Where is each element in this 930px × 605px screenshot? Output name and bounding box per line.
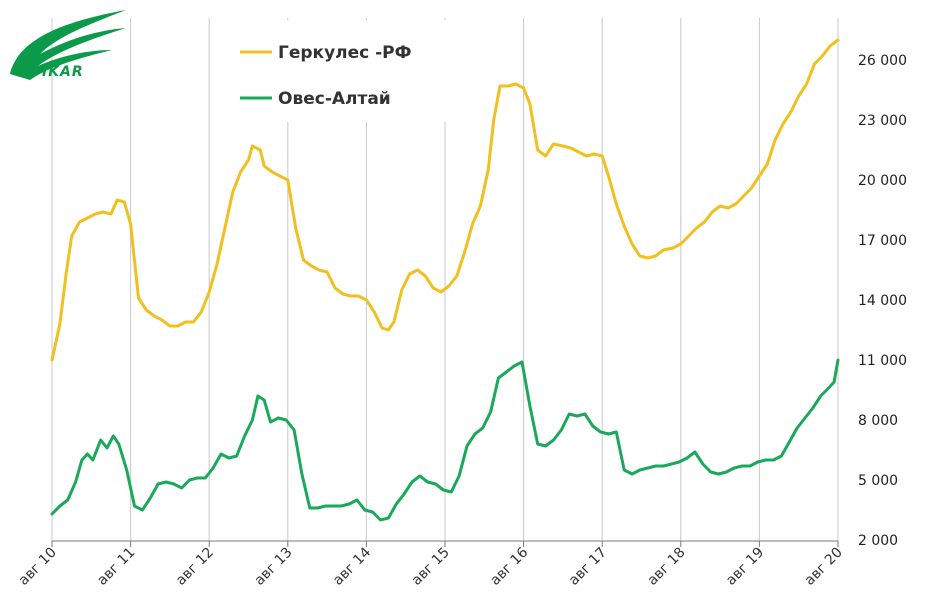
y-tick-label: 5 000 <box>858 473 898 489</box>
y-tick-label: 8 000 <box>858 413 898 429</box>
x-tick-label: авг 12 <box>173 545 217 589</box>
series-line-oves <box>50 358 840 522</box>
y-tick-label: 17 000 <box>858 233 907 249</box>
vertical-gridlines <box>51 18 839 541</box>
y-tick-label: 2 000 <box>858 533 898 549</box>
y-axis-ticks: 2 000 5 000 8 000 11 000 14 000 17 000 20 000 2… <box>858 53 907 549</box>
legend-label-oves: Овес-Алтай <box>278 89 391 109</box>
legend-label-gerkules: Геркулес -РФ <box>278 43 412 63</box>
x-tick-label: авг 10 <box>16 545 60 589</box>
x-tick-label: авг 18 <box>644 545 688 589</box>
x-tick-label: авг 15 <box>409 545 453 589</box>
y-tick-label: 20 000 <box>858 173 907 189</box>
x-tick-label: авг 17 <box>566 545 610 589</box>
x-tick-label: авг 20 <box>802 545 846 589</box>
logo-wing-icon <box>10 10 126 80</box>
x-tick-label: авг 13 <box>251 545 295 589</box>
y-tick-label: 26 000 <box>858 53 907 69</box>
logo-text: IKAR <box>42 64 84 80</box>
y-tick-label: 14 000 <box>858 293 907 309</box>
legend-box <box>226 20 448 122</box>
series-layer <box>50 38 840 522</box>
y-tick-label: 11 000 <box>858 353 907 369</box>
y-tick-label: 23 000 <box>858 113 907 129</box>
x-tick-label: авг 11 <box>94 545 138 589</box>
x-tick-label: авг 14 <box>330 544 374 588</box>
ikar-logo: IKAR <box>10 10 126 80</box>
x-tick-label: авг 16 <box>487 544 531 588</box>
x-tick-label: авг 19 <box>723 545 767 589</box>
x-axis-ticks: авг 10 авг 11 авг 12 авг 13 авг 14 авг 15 авг … <box>16 541 846 589</box>
series-line-gerkules <box>50 38 840 362</box>
legend: Геркулес -РФ Овес-Алтай <box>226 20 448 122</box>
